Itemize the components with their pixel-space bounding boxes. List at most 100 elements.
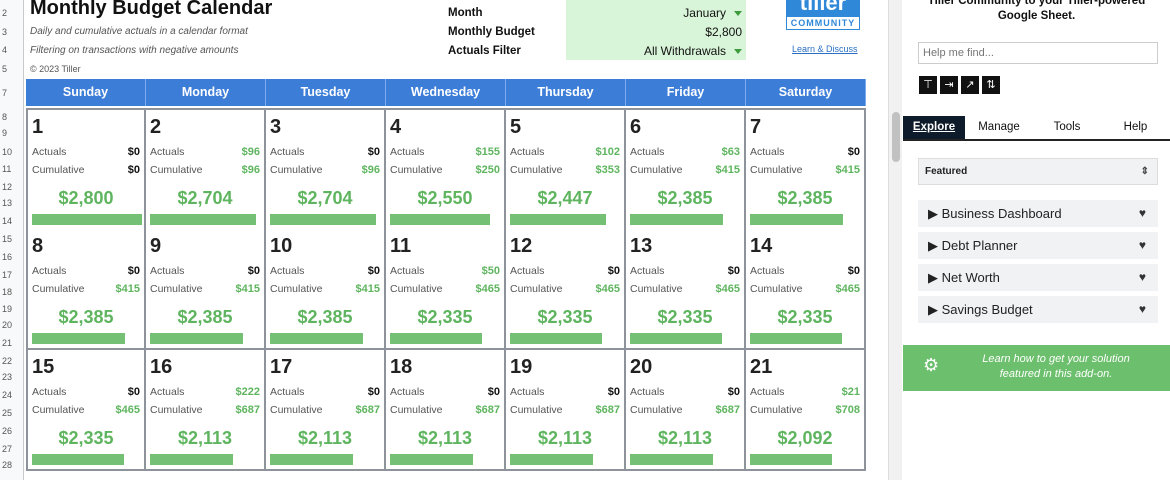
actuals-label: Actuals bbox=[750, 265, 785, 277]
row-number[interactable]: 22 bbox=[2, 356, 13, 366]
featured-select[interactable]: Featured ⇕ bbox=[918, 158, 1158, 185]
row-number[interactable]: 5 bbox=[2, 64, 8, 74]
row-number[interactable]: 13 bbox=[2, 198, 13, 208]
cumulative-label: Cumulative bbox=[510, 404, 563, 416]
row-number[interactable]: 26 bbox=[2, 426, 13, 436]
calendar-day-cell[interactable]: 2 Actuals $96 Cumulative $96 $2,704 bbox=[146, 108, 266, 231]
tab-tools[interactable]: Tools bbox=[1053, 121, 1081, 133]
row-number[interactable]: 4 bbox=[2, 45, 8, 55]
calendar-day-cell[interactable]: 1 Actuals $0 Cumulative $0 $2,800 bbox=[26, 108, 146, 231]
row-number[interactable]: 14 bbox=[2, 216, 13, 226]
row-number[interactable]: 9 bbox=[2, 128, 8, 138]
cumulative-value: $415 bbox=[115, 283, 140, 295]
featured-item[interactable]: ▶ Debt Planner ♥ bbox=[918, 232, 1158, 259]
calendar-day-cell[interactable]: 20 Actuals $0 Cumulative $687 $2,113 bbox=[626, 350, 746, 471]
calendar-day-cell[interactable]: 12 Actuals $0 Cumulative $465 $2,335 bbox=[506, 229, 626, 350]
day-number: 3 bbox=[270, 116, 282, 138]
calendar-day-cell[interactable]: 11 Actuals $50 Cumulative $465 $2,335 bbox=[386, 229, 506, 350]
row-number[interactable]: 24 bbox=[2, 390, 13, 400]
row-number[interactable]: 18 bbox=[2, 287, 13, 297]
calendar-day-cell[interactable]: 10 Actuals $0 Cumulative $415 $2,385 bbox=[266, 229, 386, 350]
row-number[interactable]: 3 bbox=[2, 27, 8, 37]
row-number[interactable]: 11 bbox=[2, 164, 12, 174]
row-number[interactable]: 20 bbox=[2, 320, 13, 330]
actuals-filter-label: Actuals Filter bbox=[448, 45, 521, 57]
calendar-day-cell[interactable]: 4 Actuals $155 Cumulative $250 $2,550 bbox=[386, 108, 506, 231]
cumulative-label: Cumulative bbox=[510, 164, 563, 176]
cumulative-label: Cumulative bbox=[750, 164, 803, 176]
row-number[interactable]: 27 bbox=[2, 444, 13, 454]
row-number[interactable]: 23 bbox=[2, 372, 13, 382]
row-number[interactable]: 25 bbox=[2, 408, 13, 418]
month-value: January bbox=[683, 6, 726, 20]
cumulative-row: Cumulative $415 bbox=[150, 283, 260, 295]
learn-discuss-link[interactable]: Learn & Discuss bbox=[792, 44, 858, 54]
calendar-week: 1 Actuals $0 Cumulative $0 $2,800 2 Actuals $96 C… bbox=[26, 108, 866, 231]
actuals-row: Actuals $0 bbox=[270, 265, 380, 277]
featured-item[interactable]: ▶ Net Worth ♥ bbox=[918, 264, 1158, 291]
cumulative-value: $353 bbox=[595, 164, 620, 176]
row-number[interactable]: 19 bbox=[2, 304, 13, 314]
row-number[interactable]: 28 bbox=[2, 460, 13, 470]
actuals-filter-dropdown[interactable]: All Withdrawals bbox=[644, 44, 742, 58]
row-number[interactable]: 10 bbox=[2, 147, 13, 157]
heart-icon[interactable]: ♥ bbox=[1138, 238, 1146, 252]
calendar-day-cell[interactable]: 9 Actuals $0 Cumulative $415 $2,385 bbox=[146, 229, 266, 350]
heart-icon[interactable]: ♥ bbox=[1138, 302, 1146, 316]
row-number[interactable]: 16 bbox=[2, 252, 13, 262]
tab-explore[interactable]: Explore bbox=[903, 116, 965, 139]
budget-progress-bar bbox=[150, 454, 233, 465]
calendar-day-cell[interactable]: 6 Actuals $63 Cumulative $415 $2,385 bbox=[626, 108, 746, 231]
heart-icon[interactable]: ♥ bbox=[1138, 206, 1146, 220]
promo-line-1: Learn how to get your solution bbox=[982, 353, 1130, 365]
day-number: 9 bbox=[150, 235, 162, 257]
cumulative-row: Cumulative $353 bbox=[510, 164, 620, 176]
help-search-input[interactable] bbox=[918, 42, 1158, 64]
remaining-balance: $2,385 bbox=[58, 307, 114, 327]
hand-gear-icon: ⚙ bbox=[923, 355, 940, 375]
month-label: Month bbox=[448, 7, 483, 19]
cumulative-row: Cumulative $465 bbox=[390, 283, 500, 295]
row-number[interactable]: 7 bbox=[2, 88, 8, 98]
actuals-label: Actuals bbox=[32, 386, 67, 398]
remaining-balance: $2,385 bbox=[177, 307, 233, 327]
promo-banner[interactable]: ⚙ Learn how to get your solution feature… bbox=[903, 345, 1170, 391]
calendar-day-cell[interactable]: 17 Actuals $0 Cumulative $687 $2,113 bbox=[266, 350, 386, 471]
calendar-day-cell[interactable]: 8 Actuals $0 Cumulative $415 $2,385 bbox=[26, 229, 146, 350]
monthly-budget-input[interactable]: $2,800 bbox=[705, 25, 742, 39]
cumulative-row: Cumulative $687 bbox=[390, 404, 500, 416]
scrollbar-thumb[interactable] bbox=[892, 112, 900, 162]
row-number[interactable]: 17 bbox=[2, 270, 13, 280]
calendar-day-cell[interactable]: 13 Actuals $0 Cumulative $465 $2,335 bbox=[626, 229, 746, 350]
merge-arrow-icon[interactable]: ⇥ bbox=[940, 76, 958, 94]
calendar-day-cell[interactable]: 5 Actuals $102 Cumulative $353 $2,447 bbox=[506, 108, 626, 231]
sort-icon[interactable]: ⇅ bbox=[982, 76, 1000, 94]
chart-up-icon[interactable]: ↗ bbox=[961, 76, 979, 94]
featured-item[interactable]: ▶ Business Dashboard ♥ bbox=[918, 200, 1158, 227]
featured-item[interactable]: ▶ Savings Budget ♥ bbox=[918, 296, 1158, 323]
featured-item-label: Savings Budget bbox=[941, 302, 1033, 317]
vertical-scrollbar[interactable] bbox=[888, 0, 902, 480]
budget-progress-bar bbox=[630, 454, 713, 465]
row-number[interactable]: 15 bbox=[2, 234, 13, 244]
row-number[interactable]: 8 bbox=[2, 112, 8, 122]
calendar-day-cell[interactable]: 18 Actuals $0 Cumulative $687 $2,113 bbox=[386, 350, 506, 471]
calendar-day-cell[interactable]: 14 Actuals $0 Cumulative $465 $2,335 bbox=[746, 229, 866, 350]
expand-triangle-icon: ▶ bbox=[928, 238, 942, 253]
tab-help[interactable]: Help bbox=[1123, 121, 1148, 133]
calendar-day-cell[interactable]: 21 Actuals $21 Cumulative $708 $2,092 bbox=[746, 350, 866, 471]
calendar-day-cell[interactable]: 16 Actuals $222 Cumulative $687 $2,113 bbox=[146, 350, 266, 471]
row-number[interactable]: 2 bbox=[2, 8, 8, 18]
paint-roller-icon[interactable]: ⊤ bbox=[919, 76, 937, 94]
month-dropdown[interactable]: January bbox=[683, 6, 742, 20]
actuals-value: $0 bbox=[487, 386, 500, 398]
calendar-day-cell[interactable]: 3 Actuals $0 Cumulative $96 $2,704 bbox=[266, 108, 386, 231]
calendar-day-cell[interactable]: 7 Actuals $0 Cumulative $415 $2,385 bbox=[746, 108, 866, 231]
row-number[interactable]: 12 bbox=[2, 182, 13, 192]
cumulative-label: Cumulative bbox=[32, 283, 85, 295]
row-number[interactable]: 21 bbox=[2, 338, 13, 348]
tab-manage[interactable]: Manage bbox=[978, 121, 1020, 133]
heart-icon[interactable]: ♥ bbox=[1138, 270, 1146, 284]
calendar-day-cell[interactable]: 15 Actuals $0 Cumulative $465 $2,335 bbox=[26, 350, 146, 471]
calendar-day-cell[interactable]: 19 Actuals $0 Cumulative $687 $2,113 bbox=[506, 350, 626, 471]
